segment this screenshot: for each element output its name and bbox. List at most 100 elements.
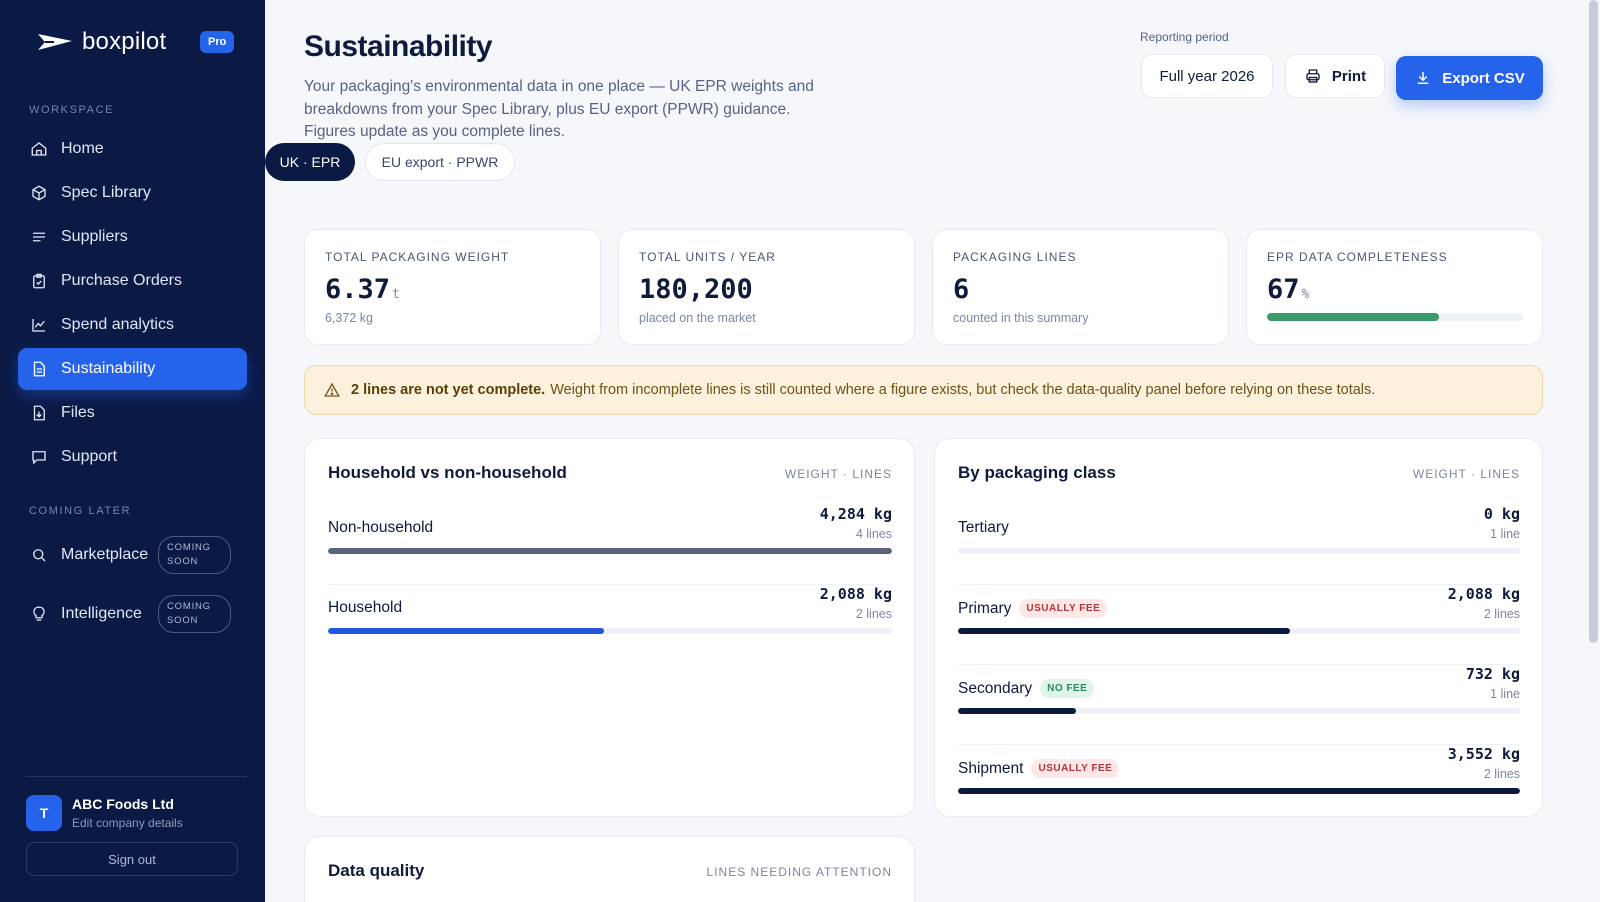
coming-soon-badge: COMING SOON <box>158 595 231 633</box>
export-csv-button[interactable]: Export CSV <box>1396 56 1543 100</box>
sidebar-item-home[interactable]: Home <box>18 128 247 170</box>
stat-label: PACKAGING LINES <box>953 250 1077 264</box>
row-weight: 732 kg <box>1465 665 1520 683</box>
sidebar-item-label: Spend analytics <box>61 316 174 333</box>
row-lines: 2 lines <box>855 607 892 621</box>
sidebar-item-files[interactable]: Files <box>18 392 247 434</box>
breakdown-row: Tertiary 0 kg 1 line <box>958 505 1520 585</box>
panel-title: By packaging class <box>958 463 1116 482</box>
sign-out-button[interactable]: Sign out <box>26 842 238 876</box>
stat-unit: % <box>1301 287 1310 302</box>
row-lines: 2 lines <box>1483 607 1520 621</box>
completeness-progress-bar <box>1267 313 1523 321</box>
row-weight: 3,552 kg <box>1447 745 1520 763</box>
data-quality-panel: Data quality LINES NEEDING ATTENTION <box>304 836 915 902</box>
sidebar-item-sustainability[interactable]: Sustainability <box>18 348 247 390</box>
breakdown-row: Primary USUALLY FEE 2,088 kg 2 lines <box>958 585 1520 665</box>
row-bar-track <box>328 548 892 554</box>
row-label: Non-household <box>328 519 434 536</box>
row-lines: 1 line <box>1490 527 1520 541</box>
company-profile[interactable]: T ABC Foods Ltd Edit company details <box>26 795 183 831</box>
alert-text: Weight from incomplete lines is still co… <box>550 382 1376 398</box>
row-name: Non-household <box>328 519 433 537</box>
fee-badge: USUALLY FEE <box>1019 599 1108 618</box>
page-title: Sustainability <box>304 30 493 63</box>
stat-label: TOTAL UNITS / YEAR <box>639 250 776 264</box>
sidebar-item-marketplace[interactable]: Marketplace COMING SOON <box>18 534 247 576</box>
print-button[interactable]: Print <box>1285 54 1385 98</box>
workspace-section-label: WORKSPACE <box>29 104 115 116</box>
sidebar-item-suppliers[interactable]: Suppliers <box>18 216 247 258</box>
row-bar-fill <box>328 628 605 634</box>
sidebar-item-spec-library[interactable]: Spec Library <box>18 172 247 214</box>
coming-soon-badge: COMING SOON <box>158 536 231 574</box>
plan-badge: Pro <box>200 31 235 53</box>
sidebar-item-label: Support <box>61 448 118 465</box>
avatar: T <box>26 795 62 831</box>
sidebar-item-intelligence[interactable]: Intelligence COMING SOON <box>18 593 247 635</box>
stat-label: TOTAL PACKAGING WEIGHT <box>325 250 510 264</box>
stat-value: 6 <box>953 274 970 305</box>
sidebar-divider <box>26 776 247 777</box>
row-name: Shipment USUALLY FEE <box>958 759 1120 778</box>
sidebar-item-purchase-orders[interactable]: Purchase Orders <box>18 260 247 302</box>
row-label: Shipment <box>958 759 1024 777</box>
edit-company-link[interactable]: Edit company details <box>72 816 183 830</box>
fee-badge: USUALLY FEE <box>1031 759 1120 778</box>
row-lines: 1 line <box>1490 687 1520 701</box>
breakdown-row: Household 2,088 kg 2 lines <box>328 585 892 665</box>
row-weight: 0 kg <box>1483 505 1520 523</box>
panel-meta: WEIGHT · LINES <box>784 467 892 481</box>
panel-title: Data quality <box>328 861 425 880</box>
export-label: Export CSV <box>1442 69 1525 87</box>
row-label: Secondary <box>958 679 1033 697</box>
sidebar-item-spend-analytics[interactable]: Spend analytics <box>18 304 247 346</box>
file-download-icon <box>29 403 49 423</box>
incomplete-lines-alert: 2 lines are not yet complete. Weight fro… <box>304 365 1543 415</box>
stat-unit: t <box>392 287 400 302</box>
stat-card-packaging-lines: PACKAGING LINES 6 counted in this summar… <box>932 229 1229 345</box>
stat-card-epr-completeness: EPR DATA COMPLETENESS 67% <box>1246 229 1543 345</box>
search-icon <box>29 545 49 565</box>
row-weight: 4,284 kg <box>819 505 892 523</box>
stat-label: EPR DATA COMPLETENESS <box>1267 250 1448 264</box>
breakdown-row: Shipment USUALLY FEE 3,552 kg 2 lines <box>958 745 1520 825</box>
page-scrollbar[interactable] <box>1589 0 1598 643</box>
panel-title: Household vs non-household <box>328 463 567 482</box>
row-name: Secondary NO FEE <box>958 679 1095 698</box>
row-bar-track <box>958 628 1520 634</box>
company-name: ABC Foods Ltd <box>72 796 174 812</box>
sidebar-item-label: Sustainability <box>61 360 156 377</box>
sidebar-item-label: Intelligence <box>61 605 142 622</box>
fee-badge: NO FEE <box>1040 679 1095 698</box>
row-label: Tertiary <box>958 519 1009 536</box>
sidebar-item-label: Files <box>61 404 95 421</box>
reporting-period-select[interactable]: Full year 2026 <box>1141 54 1273 98</box>
panel-meta: LINES NEEDING ATTENTION <box>706 865 892 879</box>
brand[interactable]: boxpilot <box>36 28 166 56</box>
row-lines: 4 lines <box>855 527 892 541</box>
sidebar-item-label: Spec Library <box>61 184 151 201</box>
sidebar-item-support[interactable]: Support <box>18 436 247 478</box>
row-bar-track <box>958 548 1520 554</box>
stat-card-total-units: TOTAL UNITS / YEAR 180,200 placed on the… <box>618 229 915 345</box>
sidebar-item-label: Home <box>61 140 104 157</box>
reporting-period-label: Reporting period <box>1140 30 1229 44</box>
tab-eu-export-ppwr[interactable]: EU export · PPWR <box>365 143 515 181</box>
panel-meta: WEIGHT · LINES <box>1412 467 1520 481</box>
breakdown-row: Non-household 4,284 kg 4 lines <box>328 505 892 585</box>
chart-icon <box>29 315 49 335</box>
alert-bold-text: 2 lines are not yet complete. <box>351 382 546 398</box>
sidebar: boxpilot Pro WORKSPACE Home Spec Library… <box>0 0 265 902</box>
tab-uk-epr[interactable]: UK · EPR <box>265 143 355 181</box>
stat-value: 180,200 <box>639 274 753 305</box>
print-label: Print <box>1331 67 1367 85</box>
printer-icon <box>1306 69 1320 83</box>
sidebar-item-label: Purchase Orders <box>61 272 182 289</box>
coming-later-section-label: COMING LATER <box>29 505 132 517</box>
chat-icon <box>29 447 49 467</box>
row-weight: 2,088 kg <box>1447 585 1520 603</box>
stat-sub: placed on the market <box>639 311 756 325</box>
warning-icon <box>324 382 340 397</box>
row-bar-fill <box>958 628 1290 634</box>
